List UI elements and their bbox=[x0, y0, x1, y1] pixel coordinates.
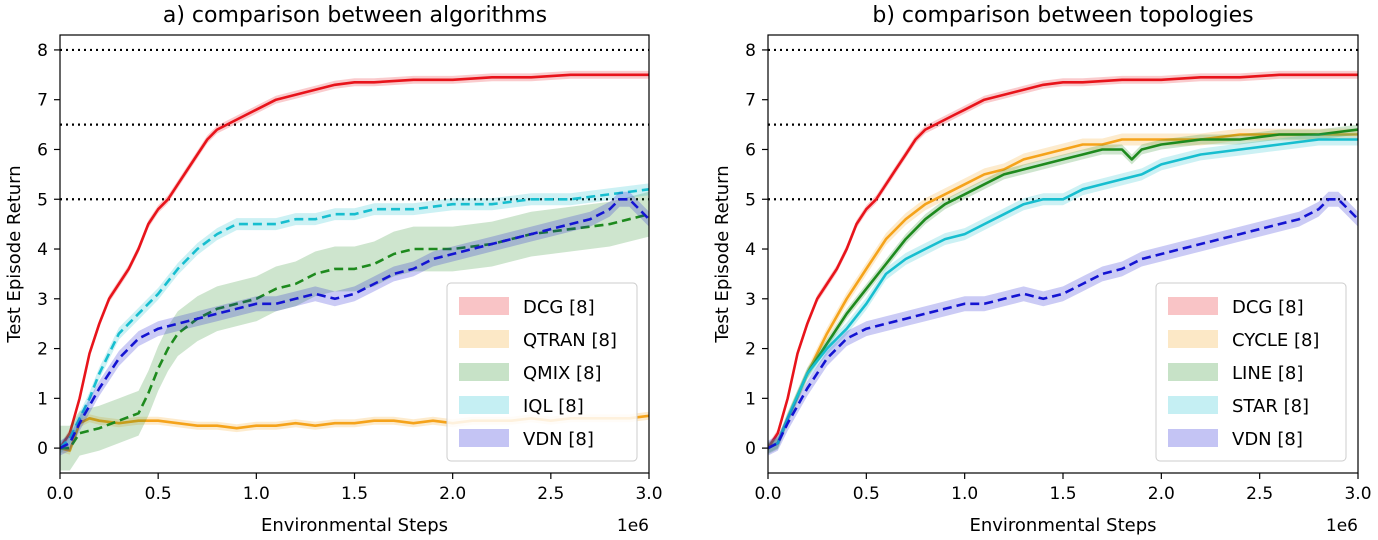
legend-swatch bbox=[459, 330, 509, 348]
legend-swatch bbox=[459, 396, 509, 414]
series-band bbox=[768, 128, 1358, 455]
x-tick-label: 2.0 bbox=[1148, 484, 1175, 504]
legend: DCG [8] QTRAN [8] QMIX [8] IQL [8] VDN [8] bbox=[446, 282, 638, 462]
y-tick-label: 0 bbox=[745, 439, 756, 459]
y-tick-label: 5 bbox=[745, 190, 756, 210]
legend-label: QMIX [8] bbox=[523, 363, 602, 384]
y-tick-label: 3 bbox=[37, 290, 48, 310]
y-tick-label: 6 bbox=[37, 140, 48, 160]
y-axis-label: Test Episode Return bbox=[4, 165, 25, 343]
legend-swatch bbox=[1168, 330, 1218, 348]
x-tick-label: 2.5 bbox=[537, 484, 564, 504]
x-axis-label: Environmental Steps bbox=[261, 515, 448, 536]
legend-label: QTRAN [8] bbox=[523, 330, 617, 351]
x-tick-label: 3.0 bbox=[635, 484, 662, 504]
series-line bbox=[768, 133, 1358, 450]
legend-label: IQL [8] bbox=[523, 396, 584, 417]
x-tick-label: 1.5 bbox=[1049, 484, 1076, 504]
chart-title: b) comparison between topologies bbox=[872, 3, 1253, 28]
legend-swatch bbox=[1168, 396, 1218, 414]
x-tick-label: 1.5 bbox=[341, 484, 368, 504]
chart-panel-b: 0.0 0.5 1.0 1.5 2.0 2.5 3.0 0 1 2 3 4 5 6 7 8 1e6 Environ… bbox=[712, 3, 1372, 536]
series-line bbox=[768, 73, 1358, 449]
series-line bbox=[768, 198, 1358, 450]
series-line bbox=[60, 73, 649, 449]
x-tick-label: 1.0 bbox=[243, 484, 270, 504]
plot-area bbox=[768, 48, 1358, 456]
y-tick-label: 0 bbox=[37, 439, 48, 459]
legend-label: VDN [8] bbox=[1232, 429, 1303, 450]
y-tick-label: 2 bbox=[37, 340, 48, 360]
x-axis-label: Environmental Steps bbox=[969, 515, 1156, 536]
legend-swatch bbox=[1168, 297, 1218, 315]
legend-box bbox=[1155, 282, 1347, 462]
y-tick-label: 4 bbox=[37, 240, 48, 260]
legend-swatch bbox=[459, 429, 509, 447]
y-tick-label: 4 bbox=[745, 240, 756, 260]
chart-title: a) comparison between algorithms bbox=[163, 3, 547, 28]
x-tick-label: 1.0 bbox=[951, 484, 978, 504]
y-axis-label: Test Episode Return bbox=[712, 165, 733, 343]
series-band bbox=[768, 133, 1358, 455]
series-line bbox=[60, 212, 649, 450]
series-band bbox=[60, 191, 649, 471]
x-tick-label: 2.0 bbox=[439, 484, 466, 504]
series-line bbox=[60, 188, 649, 450]
y-tick-label: 1 bbox=[745, 389, 756, 409]
series-line bbox=[768, 138, 1358, 450]
legend-label: DCG [8] bbox=[1232, 297, 1304, 318]
x-tick-label: 0.0 bbox=[754, 484, 781, 504]
x-tick-label: 2.5 bbox=[1246, 484, 1273, 504]
x-offset-label: 1e6 bbox=[1326, 516, 1358, 536]
legend: DCG [8] CYCLE [8] LINE [8] STAR [8] VDN [8] bbox=[1155, 282, 1347, 462]
legend-label: DCG [8] bbox=[523, 297, 595, 318]
y-tick-label: 5 bbox=[37, 190, 48, 210]
legend-box bbox=[446, 282, 638, 462]
legend-swatch bbox=[1168, 429, 1218, 447]
series-line bbox=[768, 128, 1358, 450]
legend-label: CYCLE [8] bbox=[1232, 330, 1319, 351]
legend-swatch bbox=[459, 297, 509, 315]
legend-label: LINE [8] bbox=[1232, 363, 1303, 384]
legend-swatch bbox=[459, 363, 509, 381]
y-tick-label: 3 bbox=[745, 290, 756, 310]
y-tick-label: 2 bbox=[745, 340, 756, 360]
y-tick-label: 1 bbox=[37, 389, 48, 409]
x-offset-label: 1e6 bbox=[617, 516, 649, 536]
y-tick-label: 6 bbox=[745, 140, 756, 160]
legend-label: VDN [8] bbox=[523, 429, 594, 450]
x-tick-label: 0.5 bbox=[145, 484, 172, 504]
chart-panel-a: 0.0 0.5 1.0 1.5 2.0 2.5 3.0 0 1 2 3 4 5 6 7 8 1e6 Environ… bbox=[4, 3, 663, 536]
y-tick-label: 7 bbox=[745, 91, 756, 111]
x-tick-label: 0.0 bbox=[46, 484, 73, 504]
legend-label: STAR [8] bbox=[1232, 396, 1309, 417]
legend-swatch bbox=[1168, 363, 1218, 381]
x-tick-label: 0.5 bbox=[853, 484, 880, 504]
y-tick-label: 8 bbox=[745, 41, 756, 61]
y-tick-label: 7 bbox=[37, 91, 48, 111]
series-line bbox=[60, 198, 649, 450]
y-tick-label: 8 bbox=[37, 41, 48, 61]
x-tick-label: 3.0 bbox=[1344, 484, 1371, 504]
